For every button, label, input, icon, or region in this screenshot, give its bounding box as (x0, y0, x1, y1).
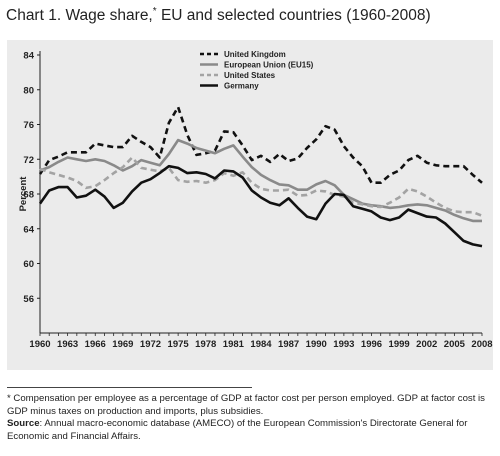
y-tick-label: 80 (23, 85, 34, 96)
y-tick-label: 84 (23, 51, 34, 62)
series-line-united-kingdom (38, 105, 483, 184)
x-tick-label: 2005 (444, 339, 466, 350)
chart-title: Chart 1. Wage share,* EU and selected co… (6, 6, 431, 25)
notes: * Compensation per employee as a percent… (7, 393, 495, 443)
legend-label: European Union (EU15) (224, 61, 314, 70)
legend-label: Germany (224, 82, 259, 91)
legend-label: United States (224, 71, 276, 80)
y-tick-label: 64 (23, 224, 34, 235)
line-chart: 56 60 64 68 72 76 80 84 1960 1963 1966 1969 1972 1975… (18, 50, 493, 350)
source-text: : Annual macro-economic database (AMECO)… (7, 418, 468, 442)
x-tick-label: 1999 (389, 339, 410, 350)
series-line-european-union-eu15 (39, 138, 482, 223)
x-tick-label: 1978 (195, 339, 216, 350)
x-tick-label: 1990 (306, 339, 327, 350)
footnote: * Compensation per employee as a percent… (7, 393, 485, 417)
x-tick-label: 2008 (471, 339, 492, 350)
source-label: Source (7, 418, 40, 430)
x-tick-label: 1972 (140, 339, 161, 350)
y-tick-label: 56 (23, 294, 34, 305)
x-tick-label: 1993 (333, 339, 354, 350)
x-tick-label: 1981 (223, 339, 245, 350)
y-tick-label: 76 (23, 120, 34, 131)
x-tick-label: 2002 (416, 339, 437, 350)
x-tick-label: 1987 (278, 339, 299, 350)
x-tick-label: 1966 (85, 339, 106, 350)
chart-title-rest: EU and selected countries (1960-2008) (156, 7, 431, 25)
x-tick-label: 1963 (57, 339, 78, 350)
series-line-united-states (39, 156, 483, 217)
x-tick-label: 1975 (168, 339, 190, 350)
chart-title-text: Chart 1. Wage share, (6, 7, 153, 25)
x-tick-label: 1996 (361, 339, 382, 350)
y-tick-label: 68 (23, 190, 34, 201)
y-tick-label: 72 (23, 155, 34, 166)
footnote-marker: * (152, 6, 157, 17)
x-tick-label: 1984 (250, 339, 272, 350)
source-note: Source: Annual macro-economic database (… (7, 418, 495, 443)
x-tick-label: 1960 (29, 339, 50, 350)
y-axis-label: Percent (18, 176, 29, 212)
y-tick-label: 60 (23, 259, 34, 270)
footnote-rule (7, 387, 252, 388)
series-line-germany (38, 164, 483, 248)
legend-label: United Kingdom (224, 50, 286, 59)
x-tick-label: 1969 (112, 339, 133, 350)
